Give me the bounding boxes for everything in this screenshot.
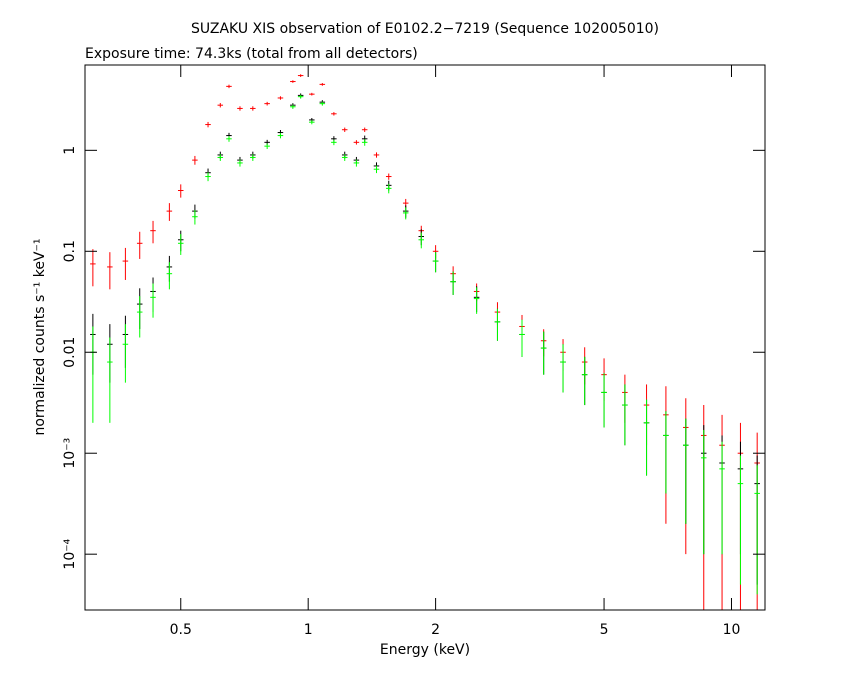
- chart-title: SUZAKU XIS observation of E0102.2−7219 (…: [191, 21, 659, 37]
- x-tick-label: 5: [600, 622, 609, 638]
- data-point: [319, 83, 326, 86]
- x-tick-label: 1: [304, 622, 313, 638]
- data-point: [385, 173, 392, 180]
- data-point: [290, 80, 296, 83]
- chart-subtitle: Exposure time: 74.3ks (total from all de…: [85, 46, 418, 62]
- data-point: [309, 120, 315, 125]
- data-point: [192, 210, 198, 225]
- data-point: [494, 308, 501, 341]
- data-point: [177, 184, 184, 198]
- data-point: [217, 103, 224, 108]
- data-point: [290, 104, 296, 109]
- data-point: [297, 94, 304, 99]
- data-point: [754, 465, 760, 595]
- data-point: [361, 139, 368, 146]
- data-point: [700, 429, 707, 555]
- data-point: [341, 154, 348, 161]
- data-point: [264, 101, 270, 106]
- data-point: [353, 140, 360, 145]
- data-point: [309, 92, 315, 96]
- data-point: [601, 373, 607, 428]
- x-tick-label: 0.5: [170, 622, 192, 638]
- data-point: [663, 411, 669, 494]
- data-point: [418, 232, 425, 249]
- data-point: [450, 271, 456, 295]
- plot-frame: [84, 64, 766, 611]
- y-tick-label: 10⁻³: [62, 438, 78, 469]
- data-point: [150, 283, 156, 318]
- data-point: [136, 296, 143, 338]
- y-tick-label: 0.1: [62, 240, 78, 262]
- data-point: [643, 399, 650, 476]
- data-point: [166, 262, 173, 290]
- data-point: [107, 252, 113, 290]
- y-axis-label: normalized counts s⁻¹ keV⁻¹: [32, 238, 48, 435]
- data-point: [264, 143, 270, 150]
- data-point: [402, 207, 409, 220]
- data-point: [353, 159, 360, 167]
- data-point: [205, 121, 211, 128]
- data-point: [361, 127, 368, 132]
- data-point: [385, 183, 392, 194]
- y-tick-label: 1: [62, 146, 78, 155]
- x-tick-label: 10: [723, 622, 741, 638]
- data-point: [540, 331, 547, 375]
- data-point: [250, 154, 256, 161]
- data-point: [90, 249, 96, 287]
- data-point: [122, 247, 129, 280]
- data-point: [331, 112, 337, 116]
- data-point: [473, 287, 480, 314]
- data-point: [683, 418, 689, 524]
- data-point: [719, 441, 725, 555]
- data-point: [622, 384, 628, 446]
- data-point: [107, 337, 113, 423]
- data-layer: [90, 74, 760, 610]
- data-point: [341, 127, 348, 132]
- data-point: [432, 252, 439, 273]
- y-tick-label: 0.01: [62, 337, 78, 368]
- data-point: [237, 106, 243, 111]
- data-point: [122, 324, 129, 383]
- data-point: [519, 319, 525, 357]
- data-point: [192, 155, 198, 165]
- data-point: [581, 356, 588, 406]
- data-point: [226, 136, 232, 142]
- x-tick-label: 2: [431, 622, 440, 638]
- data-point: [150, 220, 156, 244]
- data-point: [237, 159, 243, 167]
- data-point: [250, 106, 256, 111]
- data-point: [373, 165, 380, 174]
- data-point: [136, 231, 143, 259]
- data-point: [737, 455, 744, 585]
- data-point: [205, 172, 211, 182]
- data-point: [277, 132, 284, 139]
- data-point: [177, 234, 184, 255]
- x-axis-label: Energy (keV): [380, 642, 470, 658]
- data-point: [319, 101, 326, 106]
- data-point: [331, 139, 337, 146]
- y-tick-label: 10⁻⁴: [62, 538, 78, 569]
- data-point: [373, 152, 380, 158]
- data-point: [297, 74, 304, 77]
- data-point: [560, 344, 566, 393]
- data-point: [277, 96, 284, 100]
- data-point: [217, 154, 224, 161]
- data-point: [166, 203, 173, 221]
- data-point: [226, 84, 232, 89]
